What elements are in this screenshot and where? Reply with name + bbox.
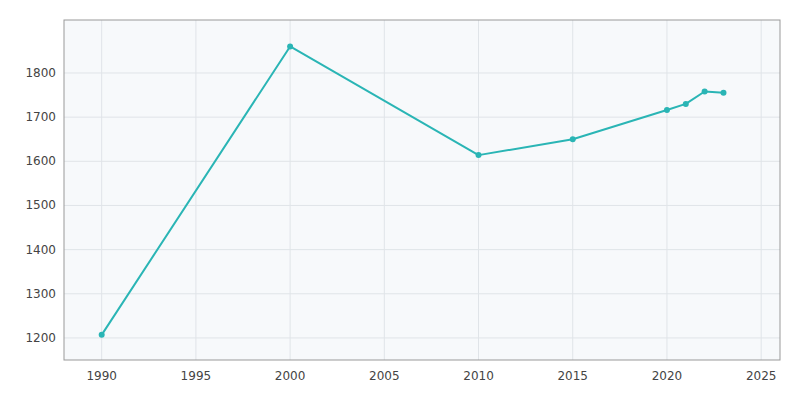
series bbox=[99, 43, 727, 337]
y-tick-label: 1600 bbox=[25, 154, 56, 168]
marker bbox=[287, 43, 293, 49]
x-tick-label: 1995 bbox=[181, 369, 212, 383]
x-grid-line bbox=[384, 20, 385, 360]
marker bbox=[720, 90, 726, 96]
y-grid-line bbox=[64, 293, 780, 294]
x-tick-label: 2025 bbox=[746, 369, 777, 383]
x-tick-label: 2000 bbox=[275, 369, 306, 383]
marker bbox=[570, 136, 576, 142]
y-tick-label: 1300 bbox=[25, 287, 56, 301]
marker bbox=[683, 101, 689, 107]
x-grid-line bbox=[666, 20, 667, 360]
chart: 1990 1995 2000 2005 2010 2015 2020 2025 1200 1300… bbox=[0, 0, 800, 400]
y-grid-line bbox=[64, 205, 780, 206]
y-grid-line bbox=[64, 117, 780, 118]
y-tick-label: 1500 bbox=[25, 198, 56, 212]
line bbox=[102, 46, 724, 334]
x-tick-label: 2015 bbox=[557, 369, 588, 383]
marker bbox=[476, 152, 482, 158]
axes: 1990 1995 2000 2005 2010 2015 2020 2025 1200 1300… bbox=[25, 66, 776, 383]
marker bbox=[99, 332, 105, 338]
x-tick-label: 2010 bbox=[463, 369, 494, 383]
y-grid-line bbox=[64, 249, 780, 250]
marker bbox=[664, 107, 670, 113]
y-grid-line bbox=[64, 161, 780, 162]
x-grid-line bbox=[572, 20, 573, 360]
x-tick-label: 2005 bbox=[369, 369, 400, 383]
plot-area bbox=[64, 20, 780, 360]
x-tick-label: 1990 bbox=[86, 369, 117, 383]
x-grid-line bbox=[478, 20, 479, 360]
y-tick-label: 1400 bbox=[25, 243, 56, 257]
y-grid-line bbox=[64, 337, 780, 338]
grid bbox=[64, 20, 780, 360]
y-tick-label: 1700 bbox=[25, 110, 56, 124]
x-tick-label: 2020 bbox=[652, 369, 683, 383]
y-tick-label: 1200 bbox=[25, 331, 56, 345]
plot-frame bbox=[64, 20, 780, 360]
y-tick-label: 1800 bbox=[25, 66, 56, 80]
x-grid-line bbox=[761, 20, 762, 360]
x-grid-line bbox=[290, 20, 291, 360]
marker bbox=[702, 89, 708, 95]
x-grid-line bbox=[101, 20, 102, 360]
y-grid-line bbox=[64, 72, 780, 73]
